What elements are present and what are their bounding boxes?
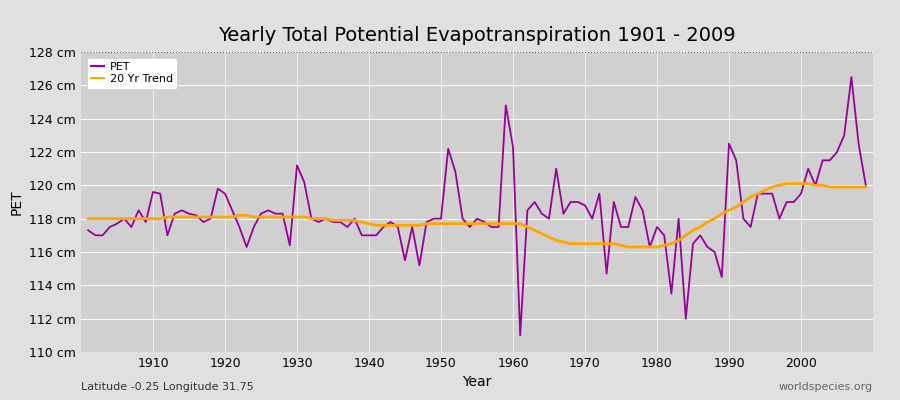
Y-axis label: PET: PET [10, 189, 23, 215]
Text: worldspecies.org: worldspecies.org [778, 382, 873, 392]
Legend: PET, 20 Yr Trend: PET, 20 Yr Trend [86, 58, 177, 89]
Title: Yearly Total Potential Evapotranspiration 1901 - 2009: Yearly Total Potential Evapotranspiratio… [218, 26, 736, 45]
X-axis label: Year: Year [463, 376, 491, 390]
Text: Latitude -0.25 Longitude 31.75: Latitude -0.25 Longitude 31.75 [81, 382, 254, 392]
